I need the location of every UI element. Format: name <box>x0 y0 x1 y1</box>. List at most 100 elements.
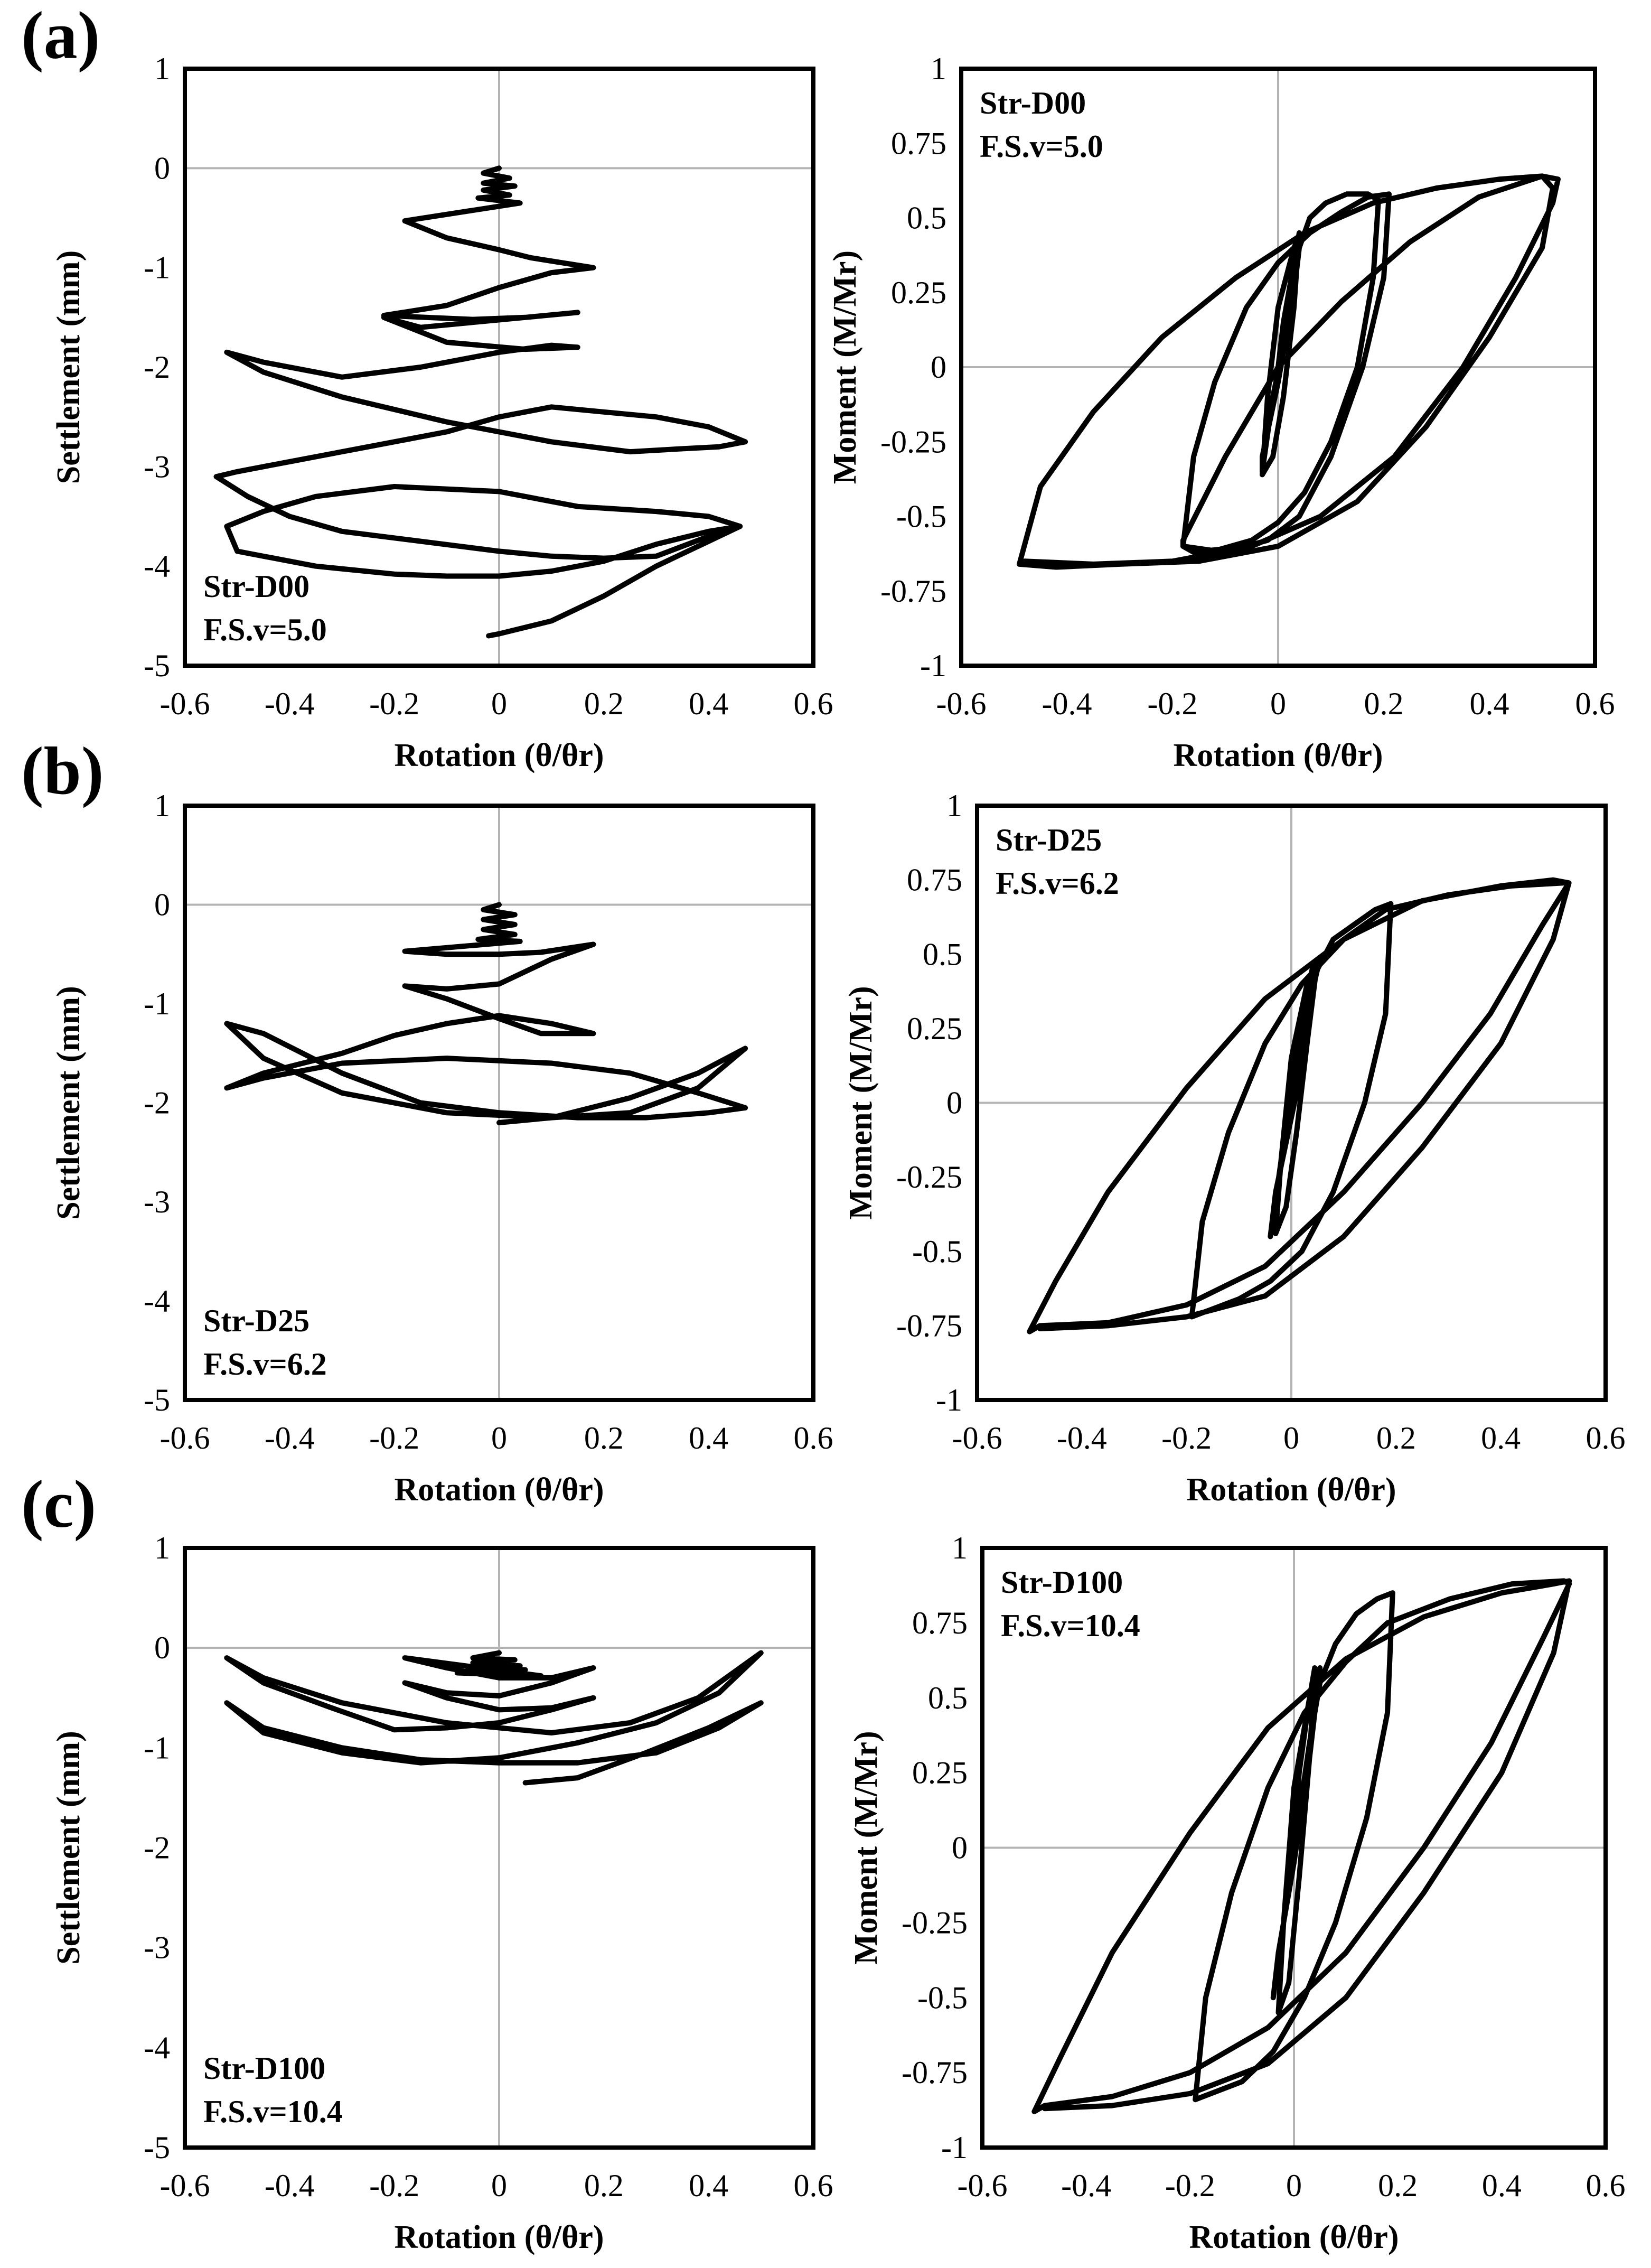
chart-5-x-tick-label: -0.6 <box>958 2168 1008 2203</box>
chart-0-y-axis-title: Settlement (mm) <box>51 250 87 484</box>
chart-5-y-tick-label: 0.25 <box>912 1756 968 1790</box>
chart-0-y-tick-label: -1 <box>144 250 170 285</box>
chart-5-y-axis-title: Moment (M/Mr) <box>848 1731 884 1964</box>
settlement-chart-b: -0.6 -0.4 -0.2 0 0.2 0.4 0.6 1 0 -1 -2 -3 -4 -5 Rotati… <box>51 788 833 1508</box>
chart-2-annotation-line: Str-D25 <box>203 1303 309 1338</box>
chart-5-x-tick-label: 0.4 <box>1482 2168 1522 2203</box>
chart-0-x-tick-label: 0.6 <box>794 686 833 721</box>
settlement-chart-c: -0.6 -0.4 -0.2 0 0.2 0.4 0.6 1 0 -1 -2 -3 -4 -5 Rotati… <box>51 1530 833 2255</box>
chart-1-plot-frame <box>959 67 1597 668</box>
chart-4-x-tick-label: 0.6 <box>794 2168 833 2203</box>
chart-0-x-tick-label: 0.4 <box>689 686 728 721</box>
chart-1-x-tick-label: 0.6 <box>1575 686 1615 721</box>
chart-1-y-tick-label: -0.25 <box>880 424 946 459</box>
chart-1-y-tick-label: 0.5 <box>907 201 946 236</box>
chart-4-x-tick-label: 0 <box>491 2168 507 2203</box>
chart-2-annotation-line: F.S.v=6.2 <box>203 1347 327 1382</box>
chart-2-y-tick-label: -5 <box>144 1383 170 1417</box>
chart-2-y-tick-label: -3 <box>144 1184 170 1219</box>
chart-2-x-tick-label: -0.6 <box>160 1421 210 1455</box>
panel-label-b: (b) <box>21 733 104 808</box>
chart-2-x-axis-title: Rotation (θ/θr) <box>394 1472 604 1508</box>
chart-2-x-tick-label: -0.4 <box>265 1421 315 1455</box>
chart-3-annotation-line: F.S.v=6.2 <box>996 866 1119 901</box>
chart-4-x-tick-label: 0.2 <box>584 2168 624 2203</box>
chart-3-y-tick-label: 1 <box>946 788 962 823</box>
chart-3-x-tick-label: 0.6 <box>1586 1421 1626 1455</box>
chart-3-y-tick-label: -0.5 <box>912 1234 962 1269</box>
chart-0-x-tick-label: -0.4 <box>265 686 315 721</box>
chart-2-x-tick-label: 0.4 <box>689 1421 728 1455</box>
chart-5-x-axis-title: Rotation (θ/θr) <box>1189 2219 1399 2255</box>
chart-0-x-tick-label: 0.2 <box>584 686 624 721</box>
chart-3-y-tick-label: 0.25 <box>907 1011 962 1046</box>
chart-4-y-tick-label: 0 <box>154 1630 170 1665</box>
chart-1-y-tick-label: 0.75 <box>891 126 946 161</box>
chart-1-x-tick-label: 0 <box>1270 686 1286 721</box>
chart-3-x-axis-title: Rotation (θ/θr) <box>1186 1472 1396 1508</box>
chart-3-x-tick-label: -0.4 <box>1057 1421 1107 1455</box>
chart-4-y-tick-label: -1 <box>144 1730 170 1765</box>
chart-2-series-settlement <box>224 902 748 1125</box>
chart-5-x-tick-label: 0 <box>1286 2168 1302 2203</box>
chart-1-x-tick-label: -0.6 <box>936 686 987 721</box>
chart-2-y-axis-title: Settlement (mm) <box>51 986 87 1219</box>
chart-4-annotation-line: Str-D100 <box>203 2051 325 2086</box>
settlement-chart-a: -0.6 -0.4 -0.2 0 0.2 0.4 0.6 1 0 -1 -2 -3 -4 -5 Rotati… <box>51 51 833 773</box>
chart-1-annotation-line: F.S.v=5.0 <box>980 129 1103 164</box>
chart-4-y-tick-label: -3 <box>144 1930 170 1965</box>
chart-0-y-tick-label: -4 <box>144 549 170 584</box>
panel-label-a: (a) <box>21 0 100 73</box>
chart-3-y-tick-label: -0.25 <box>896 1160 962 1194</box>
chart-1-y-tick-label: -1 <box>920 648 946 683</box>
moment-chart-a: -0.6 -0.4 -0.2 0 0.2 0.4 0.6 1 0.75 0.5 0.25 0 -0.25… <box>827 51 1615 773</box>
chart-2-y-tick-label: 0 <box>154 888 170 922</box>
chart-2-y-tick-label: 1 <box>154 788 170 823</box>
chart-5-x-tick-label: 0.2 <box>1378 2168 1418 2203</box>
chart-4-x-tick-label: -0.6 <box>160 2168 210 2203</box>
chart-5-y-tick-label: -0.25 <box>902 1905 968 1940</box>
chart-3-series-moment <box>1027 877 1572 1334</box>
moment-chart-b: -0.6 -0.4 -0.2 0 0.2 0.4 0.6 1 0.75 0.5 0.25 0 -0.25… <box>843 788 1626 1508</box>
chart-4-y-tick-label: -5 <box>144 2130 170 2165</box>
chart-1-y-tick-label: 0 <box>931 350 946 385</box>
chart-0-plot-frame <box>183 67 815 668</box>
chart-3-x-tick-label: -0.2 <box>1161 1421 1212 1455</box>
chart-3-y-tick-label: 0 <box>946 1086 962 1121</box>
chart-5-x-tick-label: -0.4 <box>1061 2168 1111 2203</box>
chart-0-y-tick-label: 0 <box>154 151 170 185</box>
chart-0-y-tick-label: -5 <box>144 648 170 683</box>
chart-1-x-tick-label: -0.4 <box>1042 686 1092 721</box>
chart-1-y-tick-label: -0.5 <box>896 499 946 534</box>
chart-1-y-tick-label: 0.25 <box>891 275 946 310</box>
chart-5-y-tick-label: 0.5 <box>928 1681 968 1715</box>
chart-5-annotation-line: F.S.v=10.4 <box>1001 1608 1140 1643</box>
chart-5-plot-frame <box>980 1546 1608 2150</box>
chart-1-y-tick-label: -0.75 <box>880 574 946 609</box>
chart-2-x-tick-label: 0.6 <box>794 1421 833 1455</box>
chart-4-y-tick-label: 1 <box>154 1530 170 1565</box>
chart-2-x-tick-label: 0.2 <box>584 1421 624 1455</box>
chart-5-annotation-line: Str-D100 <box>1001 1565 1123 1600</box>
chart-3-y-tick-label: 0.5 <box>923 937 962 972</box>
chart-1-x-tick-label: 0.4 <box>1470 686 1509 721</box>
chart-4-x-tick-label: -0.2 <box>369 2168 419 2203</box>
chart-0-series-settlement <box>213 165 748 639</box>
panel-label-c: (c) <box>21 1467 96 1542</box>
chart-3-x-tick-label: 0.2 <box>1376 1421 1416 1455</box>
chart-1-y-tick-label: 1 <box>931 51 946 86</box>
chart-1-x-axis-title: Rotation (θ/θr) <box>1173 738 1383 773</box>
chart-4-x-tick-label: -0.4 <box>265 2168 315 2203</box>
chart-5-y-tick-label: 0.75 <box>912 1606 968 1640</box>
chart-5-series-moment <box>1031 1578 1572 2114</box>
chart-0-x-tick-label: 0 <box>491 686 507 721</box>
chart-4-x-axis-title: Rotation (θ/θr) <box>394 2219 604 2255</box>
chart-3-x-tick-label: -0.6 <box>952 1421 1002 1455</box>
chart-0-annotation-line: Str-D00 <box>203 569 309 604</box>
chart-3-plot-frame <box>975 804 1608 1402</box>
chart-2-plot-frame <box>183 804 815 1402</box>
chart-5-x-tick-label: 0.6 <box>1586 2168 1626 2203</box>
chart-3-y-tick-label: 0.75 <box>907 863 962 898</box>
chart-4-y-axis-title: Settlement (mm) <box>51 1731 87 1964</box>
